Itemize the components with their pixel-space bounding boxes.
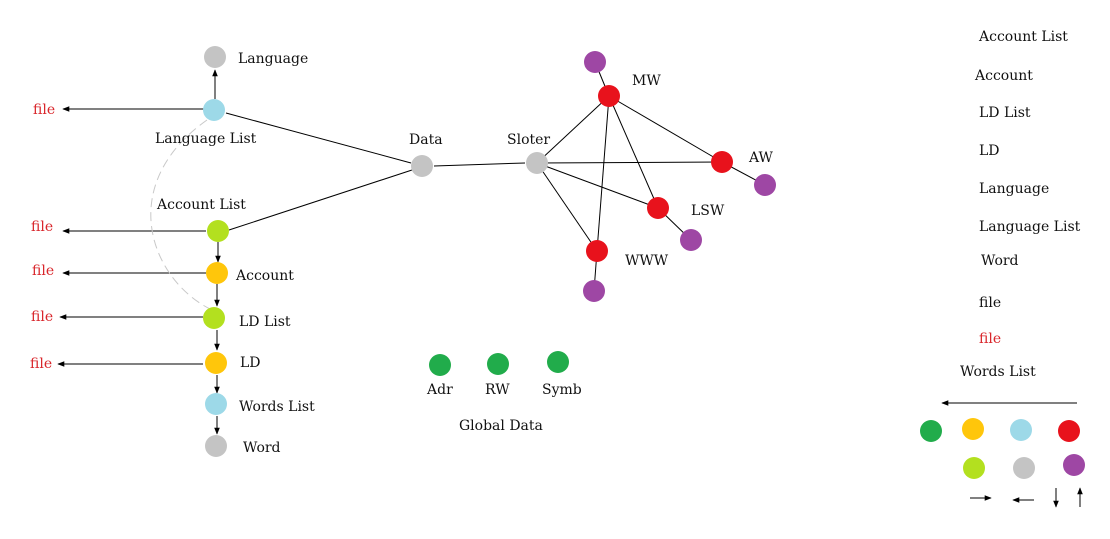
node-aw-purple	[754, 174, 776, 196]
edge-languagelist-to-data	[225, 112, 412, 164]
node-aw	[711, 151, 733, 173]
label-words-list: Words List	[239, 399, 315, 415]
legend-dot-yellow	[962, 418, 984, 440]
label-ld: LD	[240, 355, 261, 371]
label-file-5: file	[30, 356, 52, 372]
legend: Account List Account LD List LD Language…	[920, 29, 1085, 508]
edge-sloter-mw	[536, 95, 610, 164]
node-words-list	[205, 393, 227, 415]
edge-mw-lsw	[608, 95, 659, 209]
legend-words-list: Words List	[960, 364, 1036, 380]
label-language: Language	[238, 51, 308, 67]
legend-dot-lime	[963, 457, 985, 479]
left-tree-labels: Language Language List Account List Acco…	[30, 51, 315, 456]
legend-ld-list: LD List	[979, 105, 1031, 121]
node-ld	[205, 352, 227, 374]
legend-dot-gray	[1013, 457, 1035, 479]
edge-sloter-lsw	[536, 162, 659, 209]
label-data: Data	[409, 132, 443, 148]
legend-dot-red	[1058, 420, 1080, 442]
node-word	[205, 435, 227, 457]
global-labels: Adr RW Symb Global Data	[426, 382, 582, 434]
label-aw: AW	[748, 150, 774, 166]
label-file-3: file	[32, 263, 54, 279]
label-ld-list: LD List	[239, 314, 291, 330]
label-account: Account	[235, 268, 294, 284]
node-rw	[487, 353, 509, 375]
legend-account: Account	[974, 68, 1033, 84]
edge-mw-aw	[608, 95, 723, 163]
node-www-purple	[583, 280, 605, 302]
label-account-list: Account List	[156, 197, 246, 213]
legend-ld: LD	[979, 143, 1000, 159]
legend-file-black: file	[979, 295, 1001, 311]
legend-account-list: Account List	[978, 29, 1068, 45]
label-sloter: Sloter	[507, 132, 550, 148]
node-data	[411, 155, 433, 177]
node-symb	[547, 351, 569, 373]
node-www	[586, 240, 608, 262]
legend-language: Language	[979, 181, 1049, 197]
edge-data-sloter	[433, 162, 526, 167]
label-rw: RW	[485, 382, 510, 398]
center-labels: Data Sloter MW AW LSW WWW	[409, 73, 774, 269]
legend-dot-green	[920, 420, 942, 442]
label-symb: Symb	[542, 382, 582, 398]
node-mw-purple	[584, 51, 606, 73]
node-lsw	[647, 197, 669, 219]
legend-dot-lightblue	[1010, 419, 1032, 441]
label-file-1: file	[33, 102, 55, 118]
node-lsw-purple	[680, 229, 702, 251]
left-tree-edges	[57, 69, 413, 435]
node-language	[204, 46, 226, 68]
legend-word: Word	[981, 253, 1019, 269]
label-file-2: file	[31, 219, 53, 235]
node-account-list	[207, 220, 229, 242]
node-sloter	[526, 152, 548, 174]
label-file-4: file	[31, 309, 53, 325]
global-data-nodes	[429, 351, 569, 376]
legend-dot-purple	[1063, 454, 1085, 476]
label-adr: Adr	[426, 382, 453, 398]
label-word: Word	[243, 440, 281, 456]
left-tree-nodes	[203, 46, 229, 457]
label-www: WWW	[625, 253, 669, 269]
node-language-list	[203, 99, 225, 121]
node-account	[206, 262, 228, 284]
legend-language-list: Language List	[979, 219, 1081, 235]
edge-accountlist-to-data	[228, 169, 413, 231]
edge-sloter-aw	[536, 161, 723, 164]
node-adr	[429, 354, 451, 376]
label-global-data: Global Data	[459, 418, 543, 434]
center-nodes	[411, 51, 776, 302]
label-lsw: LSW	[691, 203, 725, 219]
edge-sloter-www	[536, 162, 598, 252]
node-mw	[598, 85, 620, 107]
dashed-curve-languagelist-ldlist	[150, 119, 213, 311]
node-ld-list	[203, 307, 225, 329]
label-mw: MW	[632, 73, 661, 89]
legend-file-red: file	[979, 331, 1001, 347]
edge-mw-www	[596, 95, 610, 252]
label-language-list: Language List	[155, 131, 257, 147]
